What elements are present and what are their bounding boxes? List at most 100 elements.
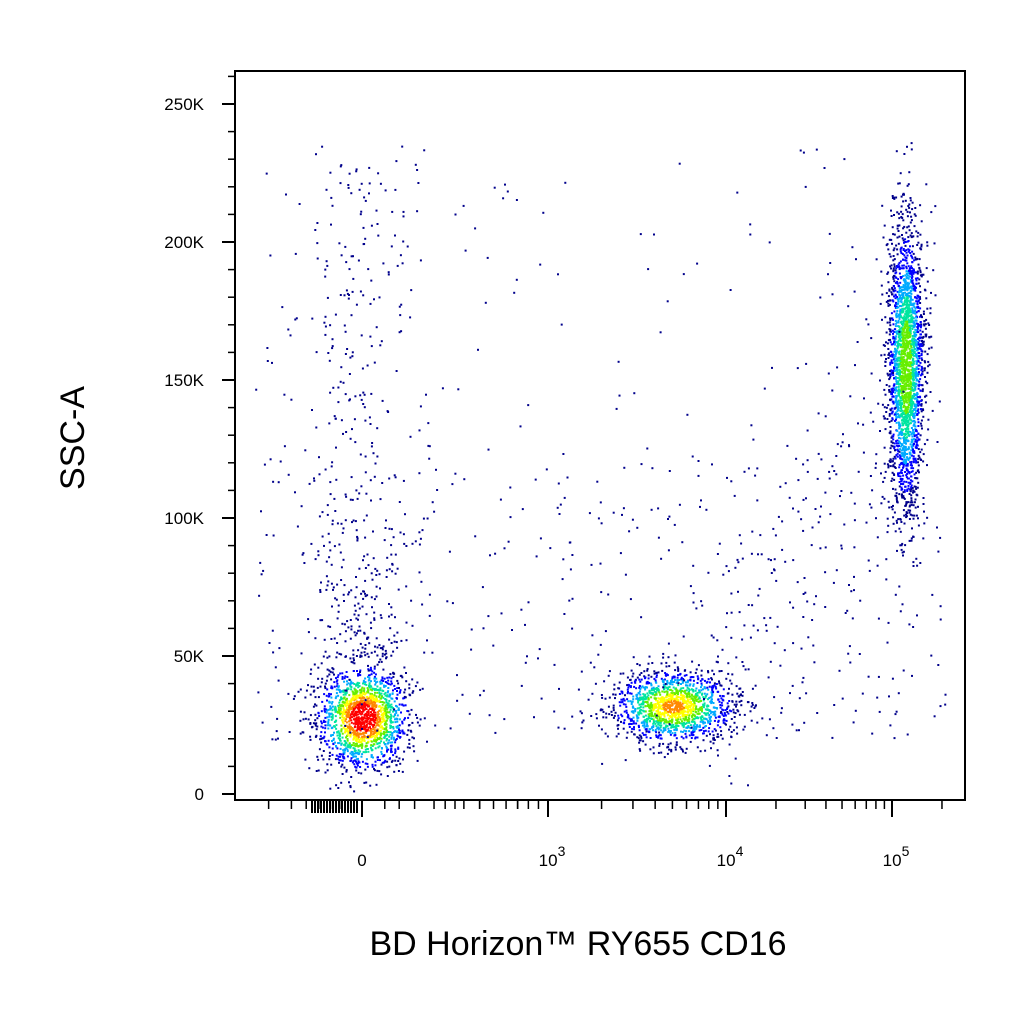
data-point bbox=[690, 737, 693, 739]
data-point bbox=[331, 734, 334, 736]
data-point bbox=[902, 319, 905, 322]
data-point bbox=[695, 727, 698, 730]
data-point bbox=[612, 709, 615, 712]
data-point bbox=[896, 429, 899, 432]
data-point bbox=[915, 230, 918, 233]
data-point bbox=[669, 730, 672, 732]
data-point bbox=[717, 735, 720, 738]
data-point bbox=[341, 755, 344, 758]
data-point bbox=[332, 739, 335, 741]
data-point bbox=[720, 701, 723, 704]
data-point bbox=[907, 277, 910, 280]
data-point bbox=[658, 691, 661, 694]
data-point bbox=[381, 677, 384, 680]
data-point bbox=[338, 733, 341, 736]
data-point bbox=[894, 337, 897, 340]
data-point bbox=[350, 713, 353, 716]
data-point bbox=[657, 711, 660, 714]
data-point bbox=[751, 702, 754, 704]
data-point bbox=[360, 691, 362, 694]
data-point bbox=[350, 728, 353, 731]
data-point bbox=[925, 335, 928, 338]
data-point bbox=[903, 402, 906, 405]
data-point bbox=[373, 689, 376, 692]
data-point bbox=[367, 679, 370, 682]
data-point bbox=[370, 694, 373, 697]
data-point bbox=[892, 323, 895, 326]
data-point bbox=[674, 654, 677, 657]
data-point bbox=[694, 722, 697, 725]
data-point bbox=[916, 294, 919, 297]
data-point bbox=[386, 760, 389, 763]
data-point bbox=[907, 481, 910, 484]
data-point bbox=[675, 694, 678, 697]
data-point bbox=[915, 460, 918, 463]
data-point bbox=[349, 703, 352, 706]
data-point bbox=[388, 716, 391, 719]
data-point bbox=[713, 706, 715, 709]
data-point bbox=[681, 715, 684, 718]
data-point bbox=[905, 273, 908, 275]
data-point bbox=[623, 719, 626, 722]
data-point bbox=[652, 726, 655, 729]
data-point bbox=[896, 315, 899, 318]
data-point bbox=[683, 674, 686, 677]
data-point bbox=[909, 211, 911, 214]
data-point bbox=[365, 701, 368, 704]
data-point bbox=[899, 478, 902, 480]
data-point bbox=[668, 701, 671, 704]
data-point bbox=[356, 701, 359, 704]
data-point bbox=[906, 314, 909, 317]
data-point bbox=[411, 691, 414, 694]
data-point bbox=[679, 707, 682, 709]
data-point bbox=[902, 455, 905, 458]
data-point bbox=[628, 726, 631, 728]
data-point bbox=[903, 348, 906, 351]
data-point bbox=[349, 685, 352, 688]
data-point bbox=[903, 416, 906, 419]
data-point bbox=[903, 458, 906, 461]
data-point bbox=[906, 289, 909, 292]
data-point bbox=[360, 694, 363, 697]
data-point bbox=[421, 687, 424, 690]
data-point bbox=[904, 279, 907, 282]
data-point bbox=[695, 707, 698, 710]
data-point bbox=[880, 270, 883, 273]
data-point bbox=[330, 685, 333, 688]
data-point bbox=[891, 460, 894, 463]
data-point bbox=[676, 689, 679, 692]
data-point bbox=[903, 372, 906, 375]
data-point bbox=[916, 372, 919, 375]
data-point bbox=[703, 712, 706, 714]
data-point bbox=[338, 761, 340, 764]
data-point bbox=[350, 757, 353, 760]
data-point bbox=[390, 747, 393, 750]
data-point bbox=[916, 340, 919, 343]
data-point bbox=[637, 701, 640, 704]
data-point bbox=[733, 703, 736, 706]
data-point bbox=[657, 715, 660, 718]
data-point bbox=[906, 145, 908, 148]
data-point bbox=[627, 715, 630, 718]
data-point bbox=[358, 682, 361, 685]
data-point bbox=[355, 714, 358, 717]
data-point bbox=[345, 671, 348, 673]
data-point bbox=[670, 726, 673, 729]
data-point bbox=[891, 445, 894, 448]
data-point bbox=[389, 719, 392, 722]
data-point bbox=[665, 724, 668, 727]
data-point bbox=[722, 688, 725, 691]
data-point bbox=[899, 385, 902, 388]
data-point bbox=[923, 360, 926, 363]
data-point bbox=[692, 695, 695, 698]
data-point bbox=[658, 742, 661, 745]
data-point bbox=[650, 703, 652, 706]
data-point bbox=[702, 696, 705, 699]
data-point bbox=[644, 720, 646, 723]
data-point bbox=[902, 496, 905, 499]
data-point bbox=[376, 691, 379, 694]
data-point bbox=[671, 677, 674, 680]
data-point bbox=[669, 704, 672, 707]
data-point bbox=[384, 709, 387, 712]
data-point bbox=[899, 402, 902, 405]
